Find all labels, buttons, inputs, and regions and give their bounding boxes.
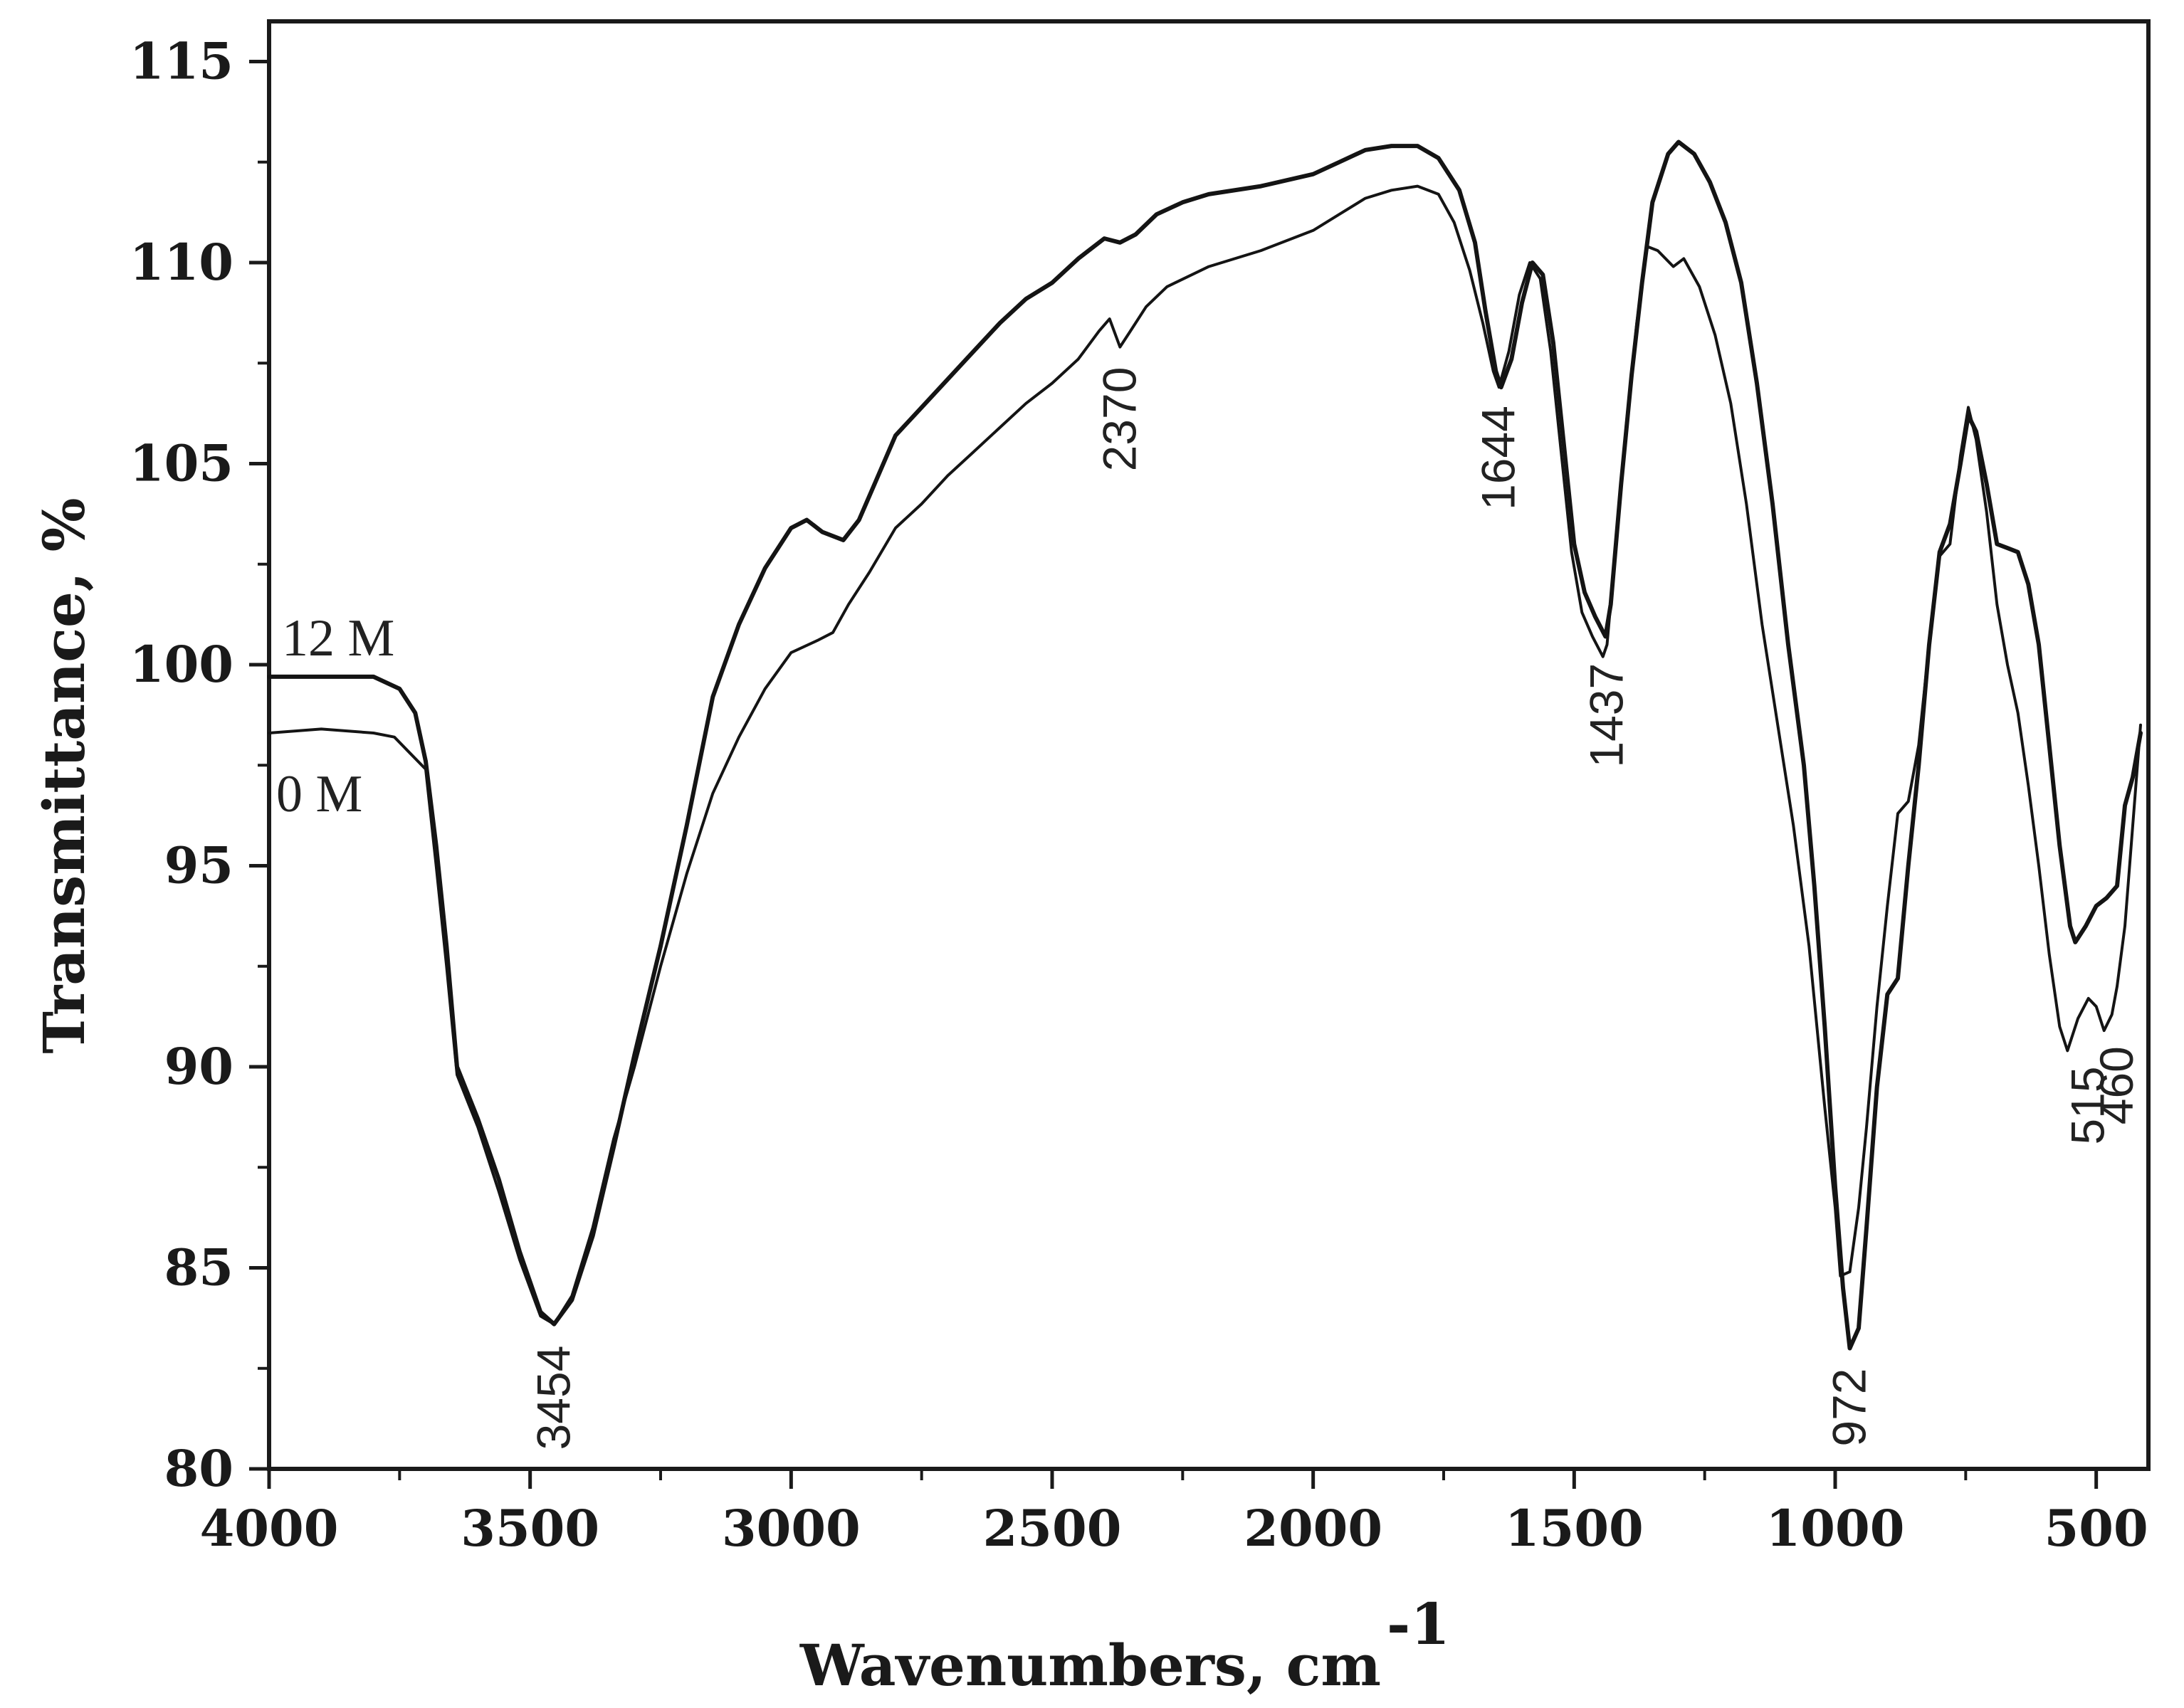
y-tick-label: 105 bbox=[130, 434, 233, 493]
x-tick-label: 500 bbox=[2044, 1499, 2148, 1558]
y-tick-label: 85 bbox=[164, 1238, 233, 1297]
peak-label-972: 972 bbox=[1823, 1369, 1876, 1447]
y-tick-label: 80 bbox=[164, 1439, 233, 1498]
series-label-12-m: 12 M bbox=[282, 609, 394, 668]
x-axis-title-superscript: -1 bbox=[1387, 1591, 1450, 1657]
x-tick-label: 1000 bbox=[1766, 1499, 1905, 1558]
series-line-0-m bbox=[268, 184, 2142, 1326]
peak-label-2370: 2370 bbox=[1093, 367, 1145, 472]
x-tick-label: 3000 bbox=[722, 1499, 861, 1558]
x-tick-label: 1500 bbox=[1505, 1499, 1644, 1558]
series-label-0-m: 0 M bbox=[276, 765, 362, 823]
peak-label-3454: 3454 bbox=[527, 1346, 579, 1450]
x-tick-label: 2500 bbox=[983, 1499, 1122, 1558]
plot-frame bbox=[267, 19, 2151, 1471]
peak-label-1644: 1644 bbox=[1472, 406, 1525, 510]
peak-label-515: 515 bbox=[2062, 1066, 2114, 1144]
x-axis-title: Wavenumbers, cm bbox=[799, 1632, 1381, 1699]
y-axis-title: Transmittance, % bbox=[31, 497, 98, 1053]
series-layer bbox=[267, 139, 2143, 1351]
y-tick-label: 115 bbox=[130, 32, 233, 91]
y-tick-label: 100 bbox=[130, 635, 233, 694]
series-line-12-m bbox=[267, 139, 2143, 1351]
x-tick-label: 3500 bbox=[461, 1499, 599, 1558]
x-tick-label: 4000 bbox=[200, 1499, 339, 1558]
plot-axes: 80 85 90 95 100 105 110 115 4000 3500 3000 2500 2000… bbox=[130, 19, 2151, 1558]
y-tick-label: 95 bbox=[164, 836, 233, 895]
peak-label-1437: 1437 bbox=[1580, 663, 1633, 768]
peak-label-460: 460 bbox=[2090, 1046, 2143, 1124]
y-tick-label: 90 bbox=[164, 1037, 233, 1096]
y-tick-label: 110 bbox=[130, 233, 233, 292]
x-tick-label: 2000 bbox=[1244, 1499, 1382, 1558]
